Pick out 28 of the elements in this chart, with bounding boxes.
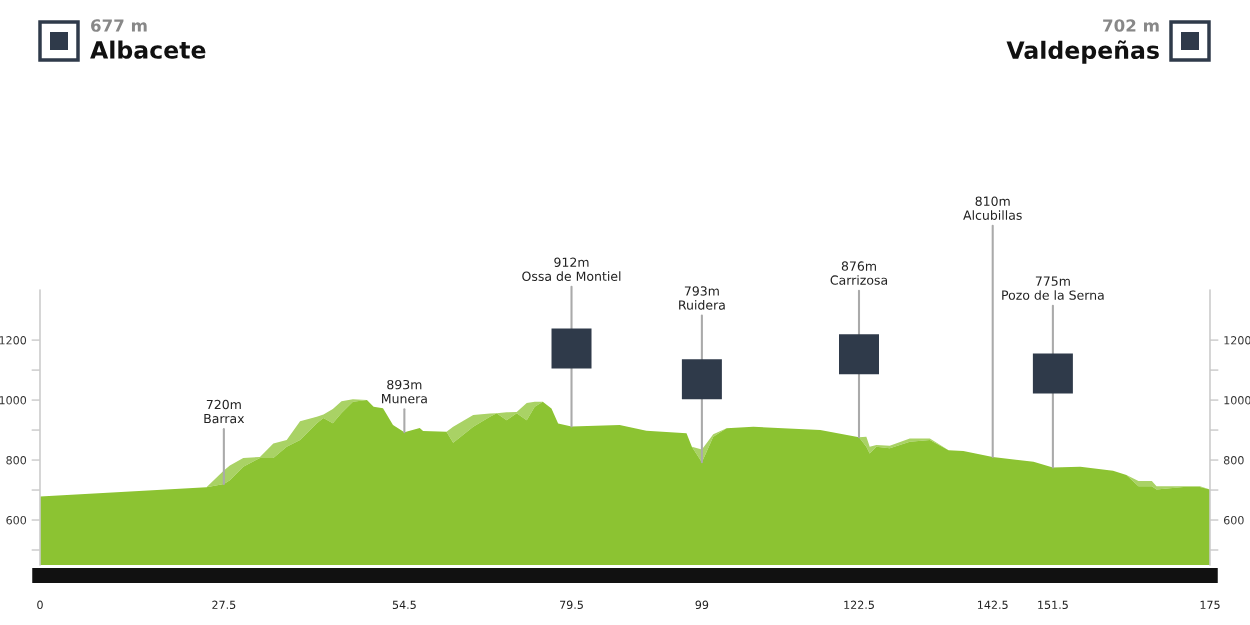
x-tick-label: 0	[37, 600, 43, 610]
annotation: 810m Alcubillas	[963, 196, 1022, 220]
y-tick-label: 1000	[0, 396, 27, 405]
annotation: 876m Carrizosa	[830, 261, 888, 285]
text: 677 m	[91, 19, 147, 32]
text: Albacete	[90, 40, 206, 59]
annotation: 893m Munera	[382, 379, 427, 404]
x-tick-label: 99	[695, 600, 709, 610]
y2-tick-label: 1200	[1224, 336, 1250, 345]
y2-tick-label: 800	[1223, 456, 1244, 465]
y2-tick-label: 600	[1223, 515, 1244, 525]
x-tick-label: 79.5	[560, 600, 583, 610]
x-tick-label: 142.5	[978, 600, 1008, 610]
y-tick-label: 600	[6, 515, 27, 525]
y-tick-label: 800	[6, 456, 27, 465]
annotation: 720m Barrax	[204, 399, 245, 424]
y-tick-label: 1200	[0, 336, 27, 345]
annotation: 912m Ossa de Montiel	[522, 257, 621, 281]
x-tick-label: 54.5	[392, 600, 416, 610]
x-tick-label: 122.5	[844, 600, 874, 610]
text: Valdepeñas	[1006, 40, 1159, 64]
x-tick-label: 27.5	[212, 600, 236, 610]
y2-tick-label: 1000	[1224, 396, 1250, 405]
x-tick-label: 151.5	[1038, 600, 1068, 610]
annotation: 775m Pozo de la Serna	[1002, 276, 1104, 300]
annotation: 793m Ruidera	[679, 286, 725, 310]
text: 702 m	[1103, 19, 1159, 32]
x-tick-label: 175	[1200, 600, 1220, 610]
